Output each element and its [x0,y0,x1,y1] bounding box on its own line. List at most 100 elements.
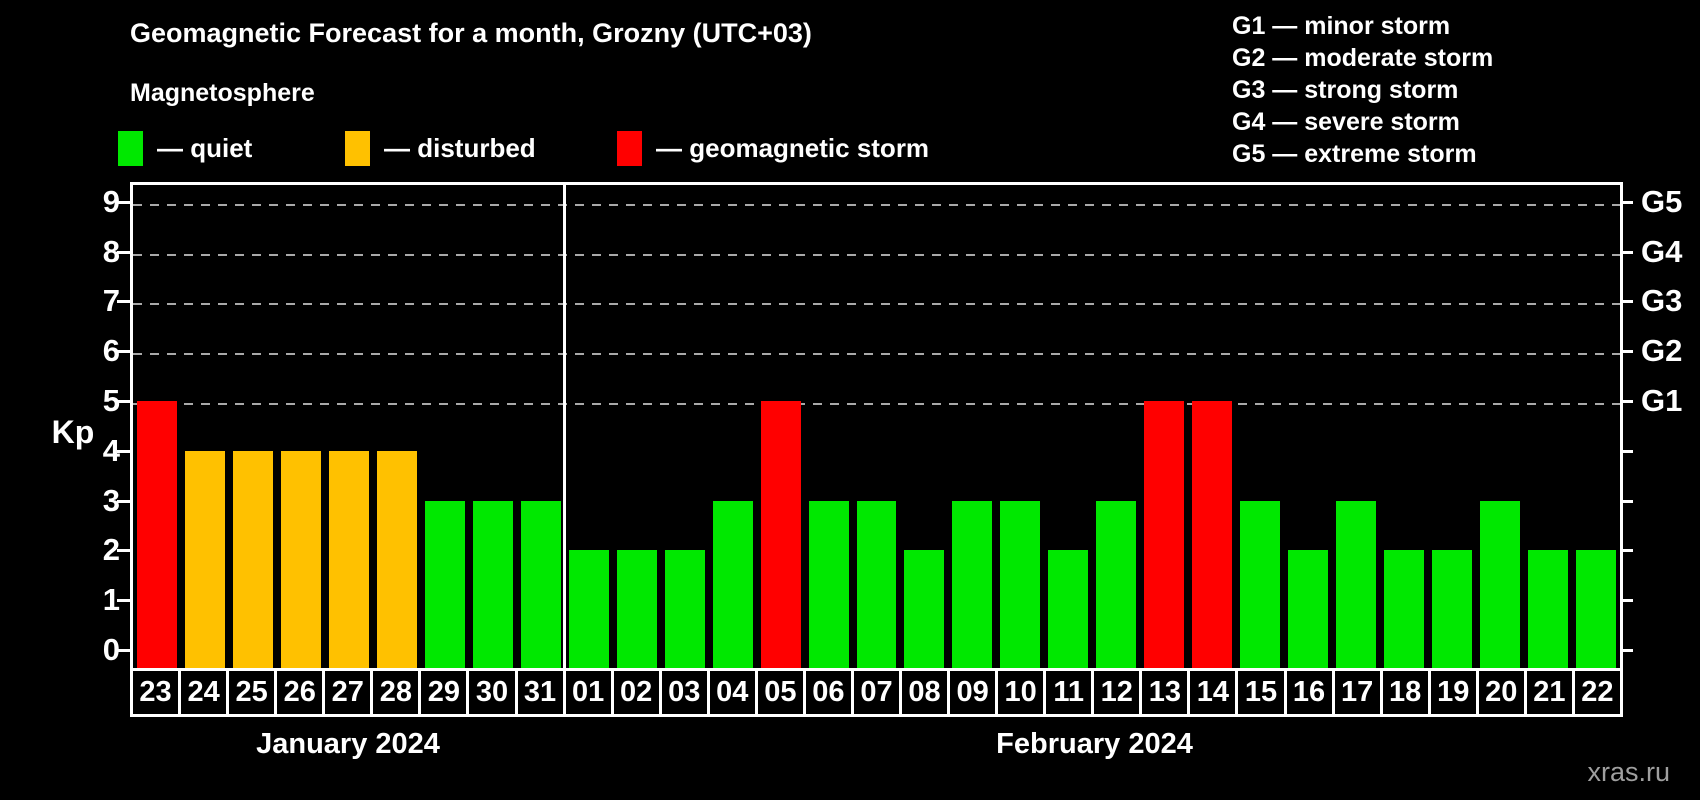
legend-item-storm: — geomagnetic storm [617,130,929,166]
kp-bar-day-12 [1096,500,1137,668]
legend-item-disturbed: — disturbed [345,130,536,166]
day-cell: 01 [562,668,614,717]
left-tick-kp-2 [117,549,130,553]
day-cell: 28 [370,668,422,717]
right-tick-kp-0 [1620,649,1633,652]
day-cell: 16 [1283,668,1335,717]
kp-bar-day-03 [664,550,705,668]
kp-bar-day-01 [568,550,609,668]
day-cell: 08 [899,668,951,717]
g-scale-legend-line: G1 — minor storm [1232,12,1451,40]
kp-bar-day-23 [137,401,177,668]
kp-bar-day-04 [712,500,753,668]
kp-bar-day-18 [1384,550,1425,668]
kp-bar-day-19 [1432,550,1473,668]
g-scale-legend: G1 — minor storm G2 — moderate storm G3 … [1232,10,1493,170]
y-axis-tick-label-6: 6 [102,333,120,369]
y-axis-tick-label-1: 1 [102,582,120,618]
day-cell: 12 [1091,668,1143,717]
quiet-color-swatch [118,130,143,166]
kp-bar-day-10 [1000,500,1041,668]
left-tick-kp-3 [117,499,130,503]
day-cell: 09 [947,668,999,717]
g-scale-legend-line: G3 — strong storm [1232,76,1459,104]
legend-item-quiet: — quiet [118,130,252,166]
kp-bar-day-31 [520,500,561,668]
right-tick-kp-5 [1620,400,1633,403]
day-cell: 22 [1571,668,1623,717]
g-scale-tick-label-G1: G1 [1641,383,1683,418]
day-cell: 30 [466,668,518,717]
g-scale-tick-label-G4: G4 [1641,233,1683,269]
day-cell: 23 [130,668,182,717]
kp-bar-day-09 [952,500,993,668]
y-axis-tick-label-7: 7 [102,283,120,319]
month-label-february: February 2024 [996,728,1193,760]
day-cell: 29 [418,668,470,717]
right-tick-kp-3 [1620,499,1633,503]
day-cell: 21 [1523,668,1575,717]
day-cell: 04 [706,668,758,717]
day-cell: 20 [1475,668,1527,717]
day-cell: 14 [1187,668,1239,717]
kp-bar-day-22 [1576,550,1616,668]
right-tick-kp-6 [1620,350,1633,354]
day-cell: 31 [514,668,566,717]
kp-bar-day-15 [1240,500,1281,668]
y-axis-tick-label-5: 5 [102,383,120,418]
kp-bar-day-14 [1192,401,1233,668]
g-scale-legend-line: G5 — extreme storm [1232,140,1477,168]
legend-label-storm: — geomagnetic storm [656,132,930,163]
kp-bar-day-08 [904,550,945,668]
day-axis-row: 23 24 25 26 27 28 29 30 31 01 02 03 04 05 06 07 08 09 10 11… [130,668,1623,717]
kp-bar-day-02 [616,550,657,668]
right-tick-kp-8 [1620,250,1633,254]
day-cell: 25 [226,668,278,717]
left-tick-kp-4 [117,449,130,453]
g-scale-legend-line: G2 — moderate storm [1232,44,1494,72]
right-tick-kp-4 [1620,449,1633,453]
disturbed-color-swatch [345,130,370,166]
gridline-kp-8 [133,253,1620,256]
watermark: xras.ru [1587,757,1670,787]
y-axis-tick-label-3: 3 [102,482,120,518]
kp-bar-day-28 [376,450,417,668]
day-cell: 19 [1427,668,1479,717]
day-cell: 03 [658,668,710,717]
left-tick-kp-9 [117,200,130,204]
kp-bar-day-25 [232,450,273,668]
g-scale-tick-label-G3: G3 [1641,283,1683,319]
day-cell: 11 [1043,668,1095,717]
right-tick-kp-9 [1620,200,1633,204]
kp-bar-day-05 [760,401,801,668]
y-axis-tick-label-2: 2 [102,532,120,568]
day-cell: 06 [802,668,854,717]
kp-bar-day-26 [280,450,321,668]
gridline-kp-5 [133,403,1620,405]
day-cell: 27 [322,668,374,717]
gridline-kp-9 [133,203,1620,206]
left-tick-kp-8 [117,250,130,254]
kp-bar-day-21 [1528,550,1569,668]
left-tick-kp-5 [117,400,130,403]
kp-bar-day-24 [184,450,225,668]
y-axis-tick-label-0: 0 [102,632,120,667]
axis-decorations [117,182,1633,668]
kp-bar-day-06 [808,500,849,668]
right-tick-kp-2 [1620,549,1633,553]
month-label-january: January 2024 [256,728,440,760]
day-cell: 17 [1331,668,1383,717]
gridline-kp-6 [133,353,1620,356]
storm-color-swatch [617,130,642,166]
kp-bar-day-20 [1480,500,1521,668]
left-tick-kp-0 [117,649,130,652]
day-cell: 26 [274,668,326,717]
plot-area [130,182,1623,668]
g-scale-legend-line: G4 — severe storm [1232,108,1460,136]
legend-label-disturbed: — disturbed [384,132,536,163]
right-tick-kp-7 [1620,300,1633,304]
kp-bar-day-11 [1048,550,1089,668]
month-separator-line [562,185,566,668]
day-cell: 15 [1235,668,1287,717]
